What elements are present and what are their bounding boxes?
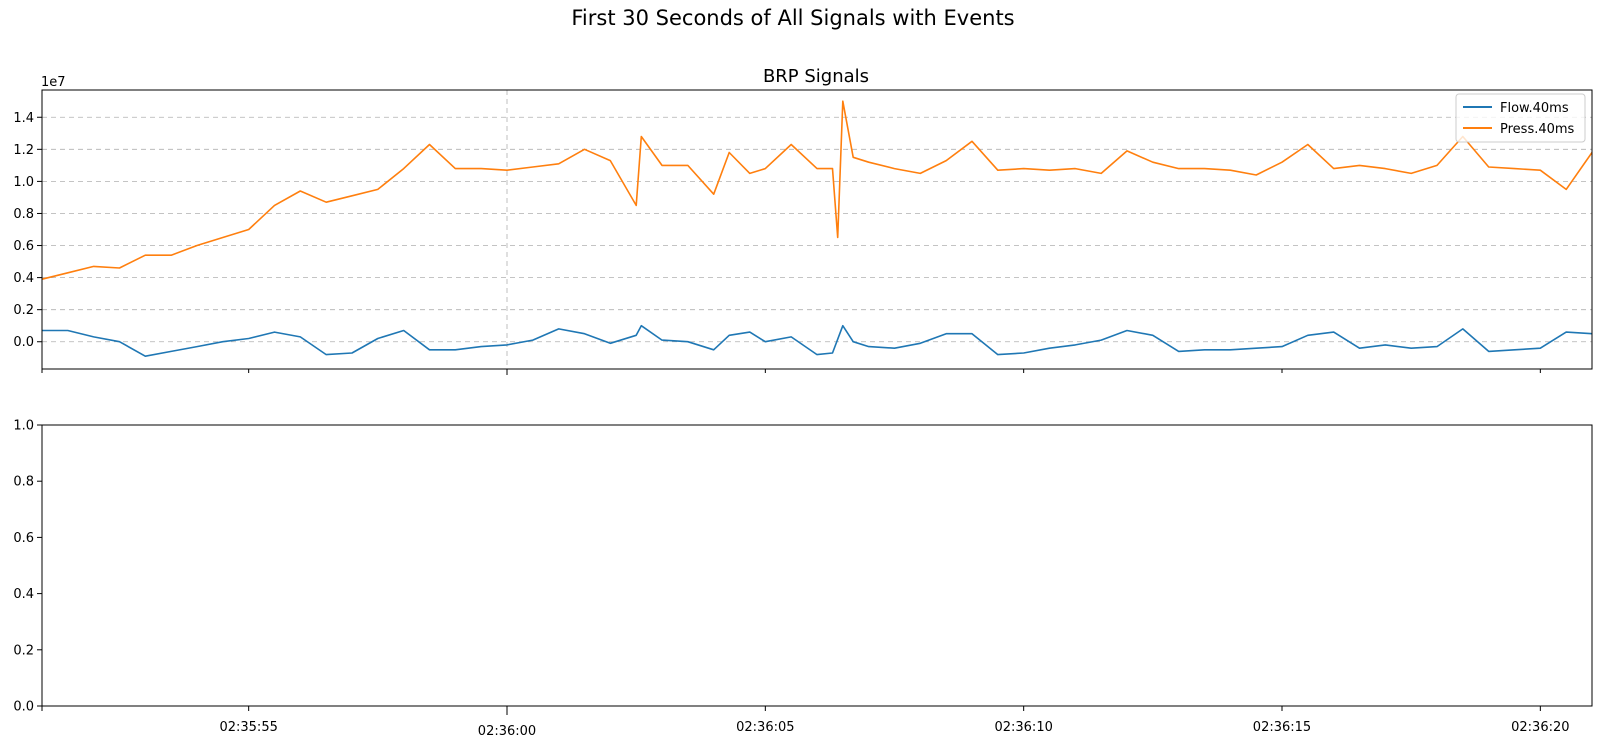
y-offset-label: 1e7	[41, 75, 66, 90]
legend-press-label: Press.40ms	[1500, 122, 1575, 137]
brp-signals-axes: BRP Signals 1e7 0.0 0.2 0.4 0.6 0.8 1.0 1.2 1.4…	[13, 66, 1593, 375]
y-tick-label: 0.8	[13, 475, 34, 490]
y-tick-label: 1.0	[13, 175, 34, 190]
legend-flow-label: Flow.40ms	[1500, 101, 1569, 116]
y-tick-label: 0.6	[13, 239, 34, 254]
x-axis-ticks	[41, 369, 1541, 375]
series-line-flow-40ms	[42, 324, 1593, 357]
y-tick-label: 0.0	[13, 335, 34, 350]
legend: Flow.40ms Press.40ms	[1455, 93, 1586, 143]
x-tick-label: 02:36:20	[1511, 720, 1569, 735]
y-tick-label: 0.6	[13, 531, 34, 546]
series-lines	[41, 100, 1593, 357]
x-tick-label: 02:36:05	[736, 720, 794, 735]
bottom-axes-frame	[41, 424, 1593, 707]
y-tick-label: 1.4	[13, 111, 34, 126]
x-tick-label: 02:36:15	[1253, 720, 1311, 735]
y-tick-label: 1.0	[13, 419, 34, 434]
y-tick-label: 0.2	[13, 303, 34, 318]
x-tick-label: 02:35:55	[219, 720, 277, 735]
bottom-y-axis-ticks: 0.0 0.2 0.4 0.6 0.8 1.0	[13, 419, 42, 715]
y-tick-label: 0.4	[13, 271, 34, 286]
series-line-press-40ms	[41, 100, 1593, 280]
axes-title: BRP Signals	[763, 66, 869, 87]
bottom-axes: 0.0 0.2 0.4 0.6 0.8 1.0 02:35:55 02:36:00 02:36…	[13, 419, 1593, 739]
y-tick-label: 1.2	[13, 143, 34, 158]
x-tick-label: 02:36:10	[994, 720, 1052, 735]
y-tick-label: 0.0	[13, 700, 34, 715]
y-tick-label: 0.8	[13, 207, 34, 222]
figure-suptitle: First 30 Seconds of All Signals with Eve…	[571, 6, 1014, 30]
x-tick-label: 02:36:00	[478, 724, 536, 739]
grid-lines	[42, 90, 1592, 369]
axes-frame	[41, 89, 1593, 370]
y-tick-label: 0.2	[13, 643, 34, 658]
y-tick-label: 0.4	[13, 587, 34, 602]
y-axis-ticks: 0.0 0.2 0.4 0.6 0.8 1.0 1.2 1.4	[13, 111, 42, 350]
bottom-x-axis-ticks: 02:35:55 02:36:00 02:36:05 02:36:10 02:36:15…	[41, 706, 1570, 739]
